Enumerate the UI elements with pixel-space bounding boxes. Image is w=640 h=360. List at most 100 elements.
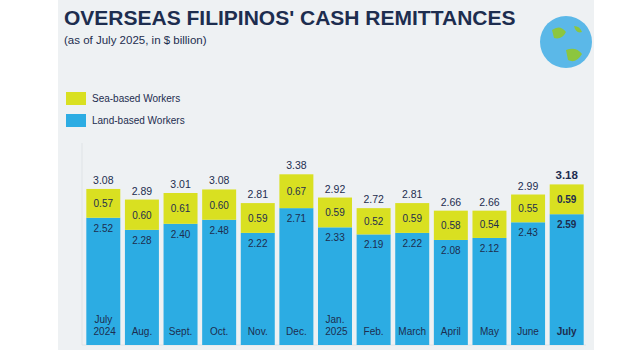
bar-segment bbox=[550, 214, 584, 345]
bar-segment bbox=[511, 222, 545, 345]
data-label: 0.59 bbox=[557, 194, 577, 205]
total-label: 2.66 bbox=[441, 196, 462, 208]
bar-segment bbox=[164, 224, 198, 345]
data-label: 0.67 bbox=[287, 186, 307, 197]
category-label: April bbox=[441, 326, 461, 337]
bar-segment bbox=[279, 208, 313, 345]
data-label: 0.60 bbox=[132, 210, 152, 221]
globe-icon bbox=[540, 16, 592, 68]
category-label-line: 2024 bbox=[91, 326, 116, 337]
bar-segment bbox=[472, 211, 506, 238]
total-label: 2.92 bbox=[325, 183, 346, 195]
bar-segment bbox=[511, 195, 545, 223]
data-label: 2.43 bbox=[518, 227, 538, 238]
bar-segment bbox=[395, 233, 429, 345]
chart: OVERSEAS FILIPINOS' CASH REMITTANCES (as … bbox=[0, 0, 640, 360]
bar-segment bbox=[86, 218, 120, 345]
category-label: July bbox=[557, 326, 577, 337]
category-label-line: July bbox=[557, 326, 577, 337]
category-label-line: April bbox=[441, 326, 461, 337]
total-label: 3.38 bbox=[286, 159, 307, 171]
data-label: 0.55 bbox=[518, 203, 538, 214]
category-label: May bbox=[480, 326, 499, 337]
legend: Sea-based Workers Land-based Workers bbox=[66, 92, 185, 127]
data-label: 2.19 bbox=[364, 239, 384, 250]
data-label: 0.54 bbox=[480, 219, 500, 230]
bar-segment bbox=[550, 184, 584, 214]
total-label: 3.18 bbox=[555, 169, 578, 181]
category-label: June bbox=[517, 326, 539, 337]
category-label-line: March bbox=[398, 326, 426, 337]
total-label: 3.08 bbox=[93, 174, 114, 186]
bar-segment bbox=[164, 193, 198, 224]
bar-segment bbox=[357, 208, 391, 234]
data-label: 2.40 bbox=[171, 229, 191, 240]
category-label-line: Dec. bbox=[286, 326, 307, 337]
data-label: 0.60 bbox=[209, 200, 229, 211]
data-label: 0.57 bbox=[94, 198, 114, 209]
bars bbox=[86, 174, 583, 345]
bar-segment bbox=[202, 220, 236, 345]
bar-segment bbox=[86, 189, 120, 218]
bar-segment bbox=[241, 233, 275, 345]
data-label: 2.28 bbox=[132, 235, 152, 246]
legend-label: Land-based Workers bbox=[92, 115, 185, 126]
category-label: Jan. 2025 bbox=[322, 314, 347, 337]
data-label: 0.61 bbox=[171, 203, 191, 214]
data-label: 2.71 bbox=[287, 213, 307, 224]
data-label: 2.12 bbox=[480, 243, 500, 254]
category-label-line: Nov. bbox=[248, 326, 268, 337]
category-label: Oct. bbox=[210, 326, 228, 337]
subtitle: (as of July 2025, in $ billion) bbox=[64, 34, 207, 46]
total-label: 2.81 bbox=[248, 188, 269, 200]
total-label: 2.89 bbox=[132, 185, 153, 197]
data-label: 2.48 bbox=[209, 225, 229, 236]
data-label: 2.59 bbox=[557, 219, 577, 230]
category-label-line: 2025 bbox=[322, 326, 347, 337]
category-label: Feb. bbox=[364, 326, 384, 337]
category-label-line: Sept. bbox=[169, 326, 192, 337]
data-label: 0.59 bbox=[402, 213, 422, 224]
category-label: Sept. bbox=[169, 326, 192, 337]
data-label: 0.52 bbox=[364, 216, 384, 227]
data-label: 2.22 bbox=[402, 238, 422, 249]
category-label-line: Oct. bbox=[210, 326, 228, 337]
bar-segment bbox=[125, 230, 159, 345]
bar-segment bbox=[125, 200, 159, 230]
bar-segment bbox=[202, 189, 236, 219]
category-label-line: Jan. bbox=[326, 314, 345, 325]
category-label-line: June bbox=[517, 326, 539, 337]
total-label: 2.66 bbox=[479, 196, 500, 208]
data-label: 0.58 bbox=[441, 220, 461, 231]
panel bbox=[58, 0, 594, 350]
total-label: 3.08 bbox=[209, 174, 230, 186]
total-label: 2.72 bbox=[363, 193, 384, 205]
data-label: 2.33 bbox=[325, 232, 345, 243]
total-label: 3.01 bbox=[170, 178, 191, 190]
category-label-line: Feb. bbox=[364, 326, 384, 337]
bar-segment bbox=[318, 227, 352, 345]
total-label: 2.81 bbox=[402, 188, 423, 200]
bar-segment bbox=[395, 203, 429, 233]
category-label: March bbox=[398, 326, 426, 337]
labels: 2.52 0.57 3.08 July 2024 2.28 0.60 2.89 Aug. 2.4… bbox=[91, 159, 579, 337]
data-label: 2.52 bbox=[94, 223, 114, 234]
legend-swatch bbox=[66, 114, 86, 127]
category-label: July 2024 bbox=[91, 314, 116, 337]
category-label-line: May bbox=[480, 326, 499, 337]
category-label: Nov. bbox=[248, 326, 268, 337]
title: OVERSEAS FILIPINOS' CASH REMITTANCES bbox=[64, 6, 515, 29]
bar-segment bbox=[357, 234, 391, 345]
bar-segment bbox=[241, 203, 275, 233]
total-label: 2.99 bbox=[518, 180, 539, 192]
legend-label: Sea-based Workers bbox=[92, 93, 180, 104]
category-label: Aug. bbox=[132, 326, 153, 337]
data-label: 0.59 bbox=[325, 207, 345, 218]
legend-swatch bbox=[66, 92, 86, 105]
data-label: 0.59 bbox=[248, 213, 268, 224]
category-label: Dec. bbox=[286, 326, 307, 337]
bar-segment bbox=[318, 198, 352, 228]
bar-segment bbox=[472, 238, 506, 345]
category-label-line: July bbox=[94, 314, 112, 325]
category-label-line: Aug. bbox=[132, 326, 153, 337]
